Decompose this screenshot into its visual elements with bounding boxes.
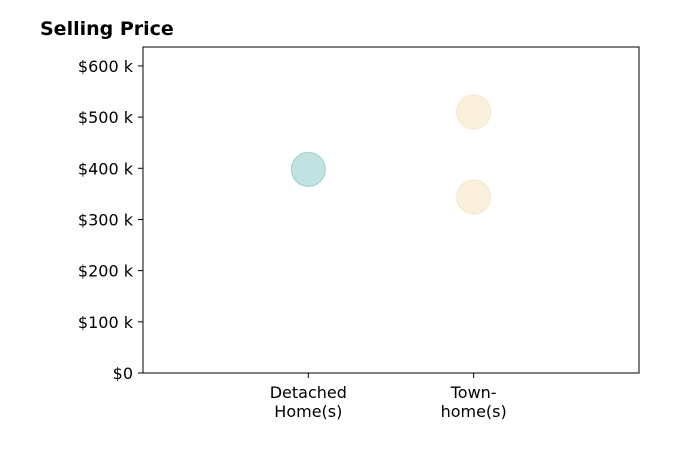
y-tick-label: $100 k	[78, 313, 134, 332]
y-tick-label: $500 k	[78, 108, 134, 127]
x-tick-label: Town-	[450, 383, 497, 402]
y-tick-label: $200 k	[78, 262, 134, 281]
y-tick-label: $0	[113, 364, 133, 383]
y-tick-label: $400 k	[78, 159, 134, 178]
y-axis: $0 $100 k $200 k $300 k $400 k $500 k $600 k	[78, 57, 143, 383]
data-point	[456, 94, 492, 130]
plot-area	[142, 46, 640, 374]
x-tick-label: Home(s)	[274, 402, 342, 421]
chart-title: Selling Price	[40, 18, 174, 40]
data-point	[456, 179, 492, 215]
x-tick-label: home(s)	[441, 402, 507, 421]
plot-marks	[290, 94, 492, 215]
x-tick-label: Detached	[270, 383, 347, 402]
data-point	[290, 151, 326, 187]
y-tick-label: $300 k	[78, 210, 134, 229]
y-tick-label: $600 k	[78, 57, 134, 76]
